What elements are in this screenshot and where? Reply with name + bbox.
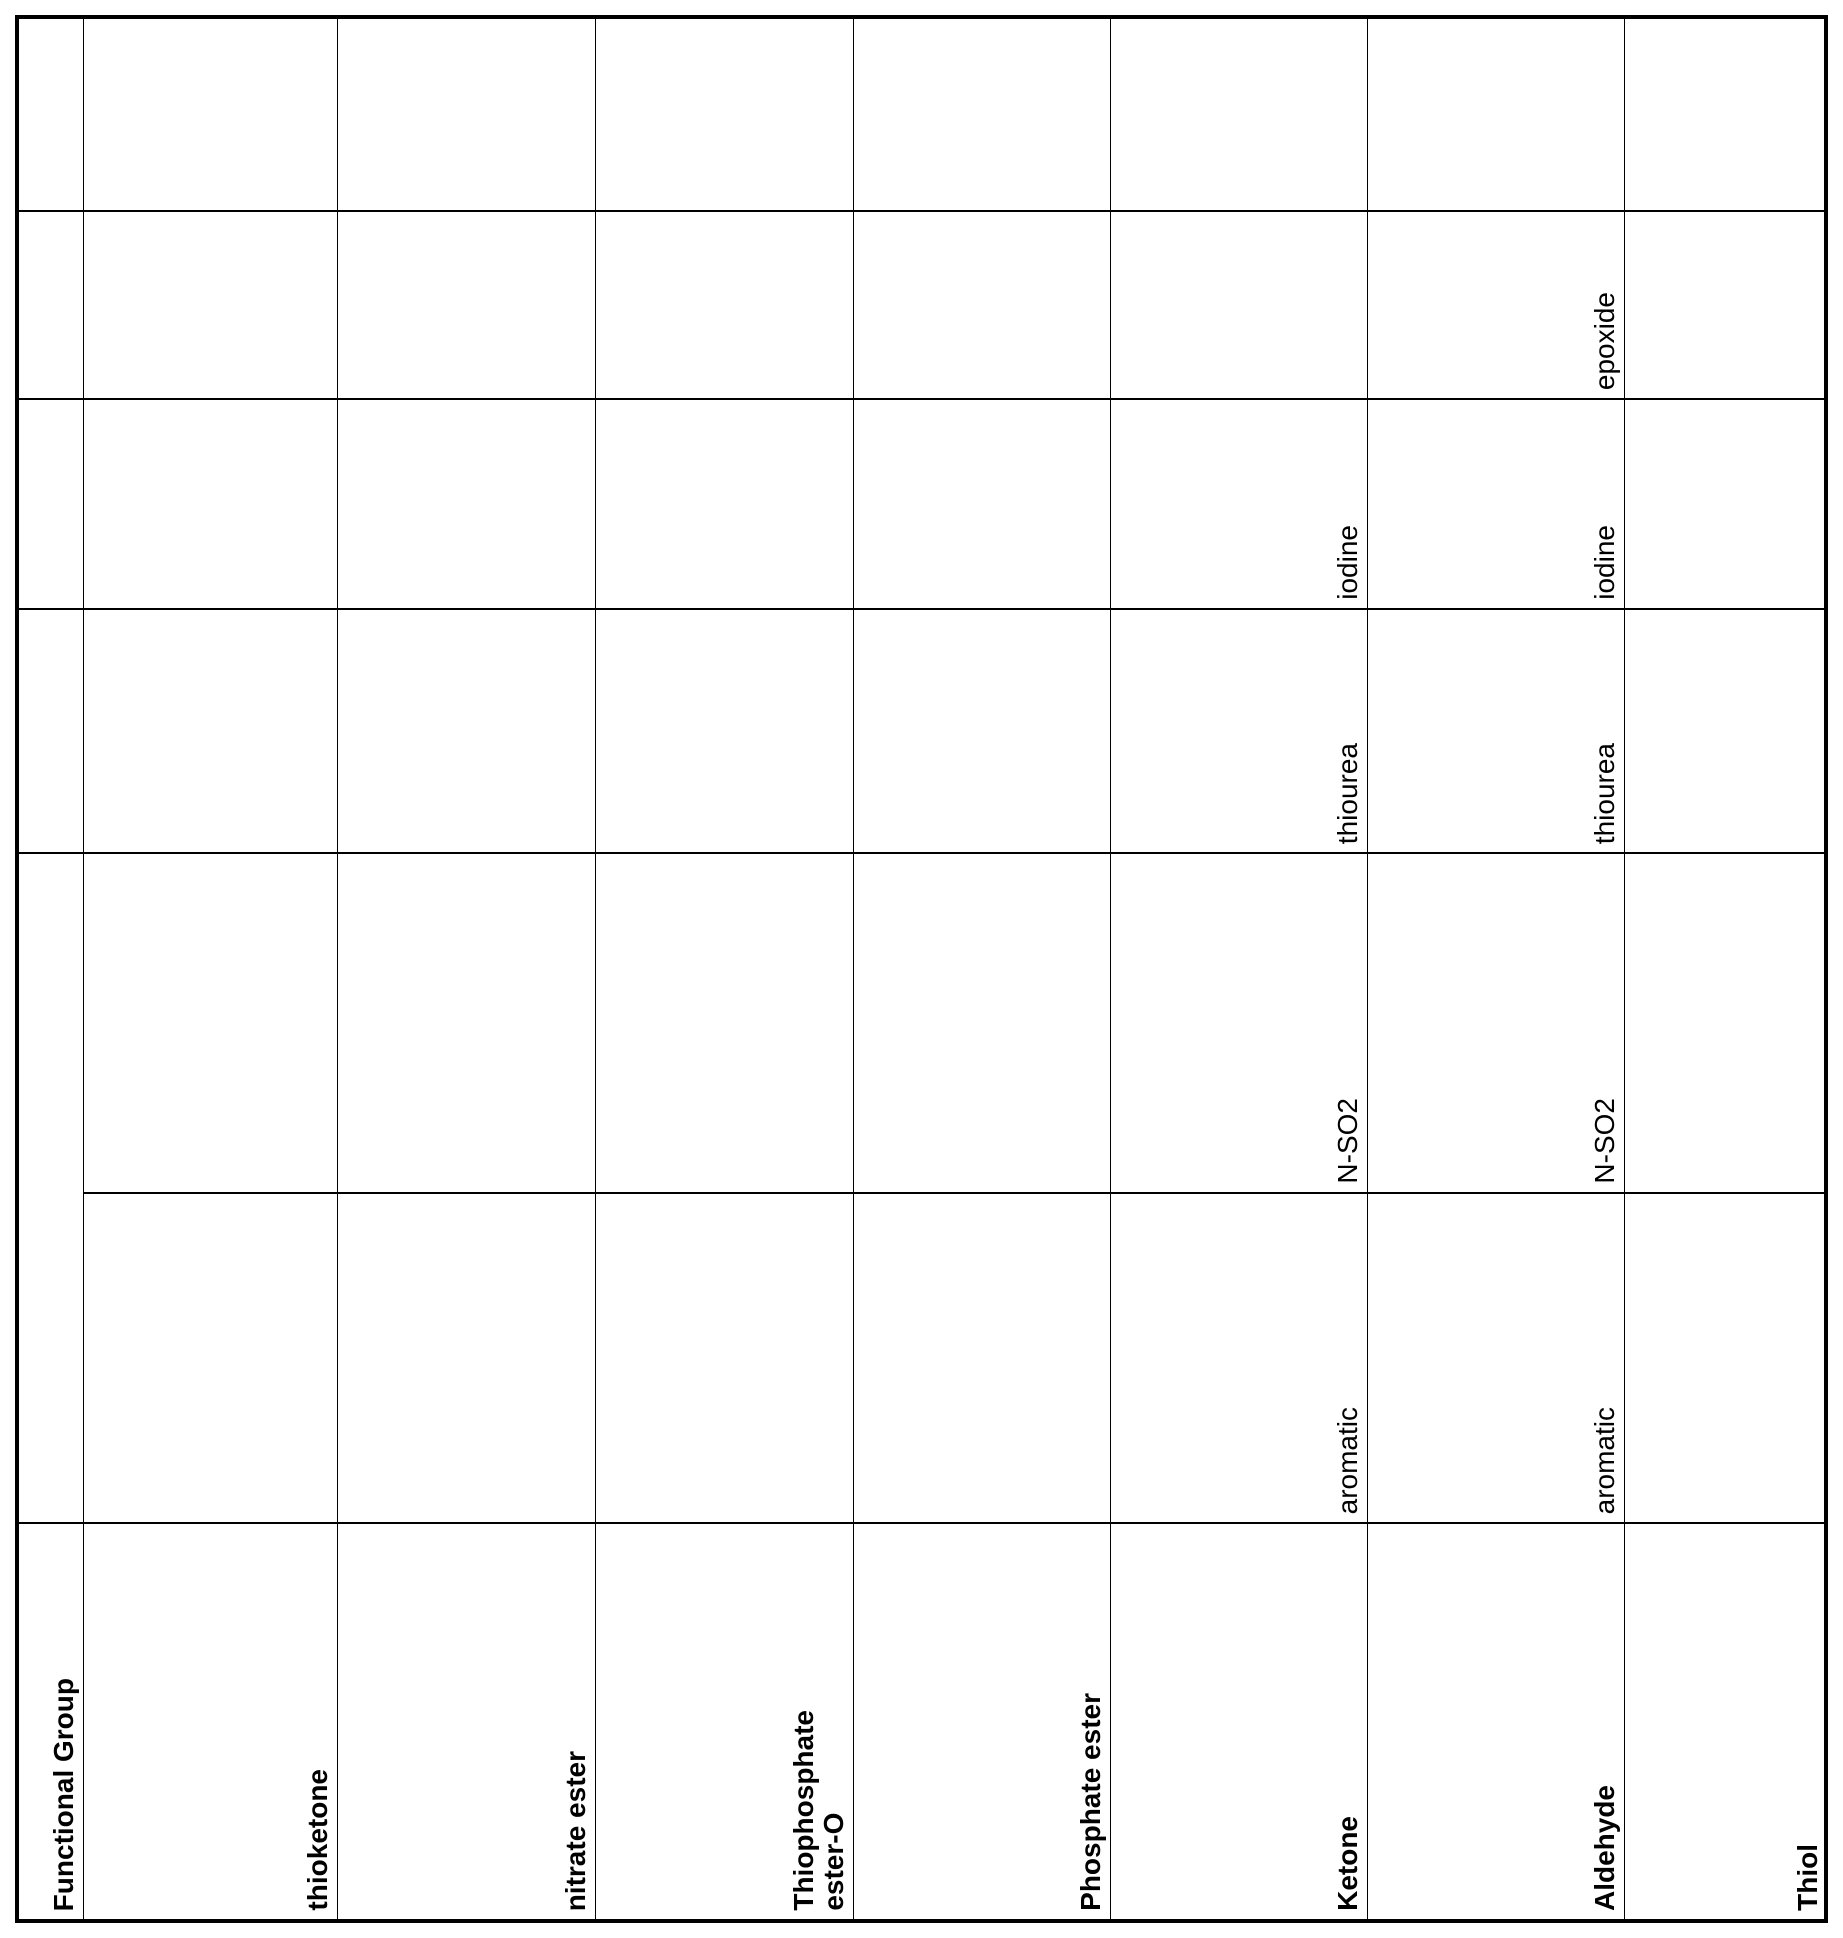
group-name-cell: thioketone <box>84 1524 338 1921</box>
value-cell-text: epoxide <box>1590 292 1620 390</box>
group-name-cell: Phosphate ester <box>854 1524 1111 1921</box>
value-cell <box>84 610 338 854</box>
value-cell <box>854 854 1111 1194</box>
blank-cell <box>15 400 84 610</box>
group-name-cell: Ketone <box>1111 1524 1368 1921</box>
value-cell <box>1368 15 1625 212</box>
value-cell <box>338 854 596 1194</box>
value-cell <box>1625 212 1828 400</box>
group-name-cell-text: Thiol <box>1793 1844 1823 1911</box>
value-cell <box>596 212 854 400</box>
value-cell-text: iodine <box>1333 525 1363 600</box>
value-cell <box>338 400 596 610</box>
value-cell-text: N-SO2 <box>1333 1098 1363 1184</box>
value-cell-text: aromatic <box>1333 1407 1363 1514</box>
value-cell <box>84 15 338 212</box>
value-cell <box>1625 400 1828 610</box>
value-cell <box>84 400 338 610</box>
value-cell <box>596 1194 854 1524</box>
value-cell <box>854 400 1111 610</box>
value-cell: N-SO2 <box>1368 854 1625 1194</box>
value-cell <box>84 212 338 400</box>
value-cell-text: N-SO2 <box>1590 1098 1620 1184</box>
group-name-cell-text: Phosphate ester <box>1076 1693 1106 1911</box>
header-label-cell-text: Functional Group <box>49 1678 79 1911</box>
value-cell <box>1625 610 1828 854</box>
group-name-cell: Aldehyde <box>1368 1524 1625 1921</box>
value-cell: aromatic <box>1368 1194 1625 1524</box>
value-cell <box>338 15 596 212</box>
group-name-cell-text: thioketone <box>303 1769 333 1911</box>
header-label-cell: Functional Group <box>15 1524 84 1921</box>
value-cell <box>1111 212 1368 400</box>
value-cell: thiourea <box>1111 610 1368 854</box>
value-cell-text: aromatic <box>1590 1407 1620 1514</box>
value-cell <box>854 15 1111 212</box>
group-name-cell-text: nitrate ester <box>561 1751 591 1911</box>
value-cell-text: thiourea <box>1333 743 1363 844</box>
value-cell <box>338 212 596 400</box>
value-cell <box>596 400 854 610</box>
value-cell: epoxide <box>1368 212 1625 400</box>
value-cell <box>84 854 338 1194</box>
value-cell <box>854 1194 1111 1524</box>
value-cell <box>84 1194 338 1524</box>
blank-cell <box>15 15 84 212</box>
value-cell: aromatic <box>1111 1194 1368 1524</box>
value-cell: N-SO2 <box>1111 854 1368 1194</box>
value-cell <box>854 212 1111 400</box>
value-cell <box>596 15 854 212</box>
group-name-cell: nitrate ester <box>338 1524 596 1921</box>
value-cell <box>596 610 854 854</box>
group-name-cell-text: Aldehyde <box>1590 1785 1620 1911</box>
value-cell-text: iodine <box>1590 525 1620 600</box>
value-cell: iodine <box>1368 400 1625 610</box>
value-cell: thiourea <box>1368 610 1625 854</box>
group-name-cell: Thiophosphate ester-O <box>596 1524 854 1921</box>
group-name-cell-text: Thiophosphate ester-O <box>789 1710 849 1911</box>
blank-cell <box>15 610 84 854</box>
value-cell <box>338 1194 596 1524</box>
value-cell <box>338 610 596 854</box>
value-cell <box>1625 1194 1828 1524</box>
value-cell-text: thiourea <box>1590 743 1620 844</box>
value-cell <box>596 854 854 1194</box>
value-cell <box>1625 15 1828 212</box>
blank-cell <box>15 854 84 1524</box>
value-cell: iodine <box>1111 400 1368 610</box>
functional-group-table: Functional Group thioketone nitrate ester T… <box>15 15 1828 1923</box>
value-cell <box>854 610 1111 854</box>
value-cell <box>1625 854 1828 1194</box>
group-name-cell-text: Ketone <box>1333 1816 1363 1911</box>
blank-cell <box>15 212 84 400</box>
group-name-cell: Thiol <box>1625 1524 1828 1921</box>
value-cell <box>1111 15 1368 212</box>
